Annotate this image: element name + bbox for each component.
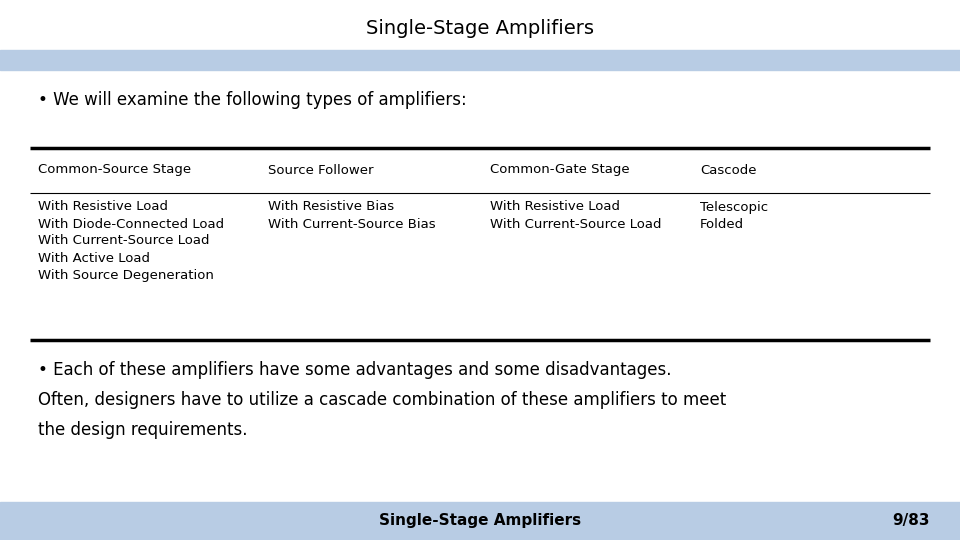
Text: Single-Stage Amplifiers: Single-Stage Amplifiers bbox=[379, 514, 581, 529]
Text: Source Follower: Source Follower bbox=[268, 164, 373, 177]
Text: Cascode: Cascode bbox=[700, 164, 756, 177]
Text: Common-Gate Stage: Common-Gate Stage bbox=[490, 164, 630, 177]
Text: Single-Stage Amplifiers: Single-Stage Amplifiers bbox=[366, 18, 594, 37]
Text: With Active Load: With Active Load bbox=[38, 252, 150, 265]
Text: With Current-Source Bias: With Current-Source Bias bbox=[268, 218, 436, 231]
Text: Folded: Folded bbox=[700, 218, 744, 231]
Text: • We will examine the following types of amplifiers:: • We will examine the following types of… bbox=[38, 91, 467, 109]
Text: With Current-Source Load: With Current-Source Load bbox=[38, 234, 209, 247]
Text: With Source Degeneration: With Source Degeneration bbox=[38, 268, 214, 281]
Text: With Current-Source Load: With Current-Source Load bbox=[490, 218, 661, 231]
Text: With Resistive Load: With Resistive Load bbox=[490, 200, 620, 213]
Text: the design requirements.: the design requirements. bbox=[38, 421, 248, 439]
Text: Often, designers have to utilize a cascade combination of these amplifiers to me: Often, designers have to utilize a casca… bbox=[38, 391, 727, 409]
Text: With Resistive Bias: With Resistive Bias bbox=[268, 200, 395, 213]
Text: Common-Source Stage: Common-Source Stage bbox=[38, 164, 191, 177]
Text: With Resistive Load: With Resistive Load bbox=[38, 200, 168, 213]
Bar bbox=[0, 502, 960, 540]
Text: 9/83: 9/83 bbox=[893, 514, 930, 529]
Text: With Diode-Connected Load: With Diode-Connected Load bbox=[38, 218, 224, 231]
Text: • Each of these amplifiers have some advantages and some disadvantages.: • Each of these amplifiers have some adv… bbox=[38, 361, 671, 379]
Text: Telescopic: Telescopic bbox=[700, 200, 768, 213]
